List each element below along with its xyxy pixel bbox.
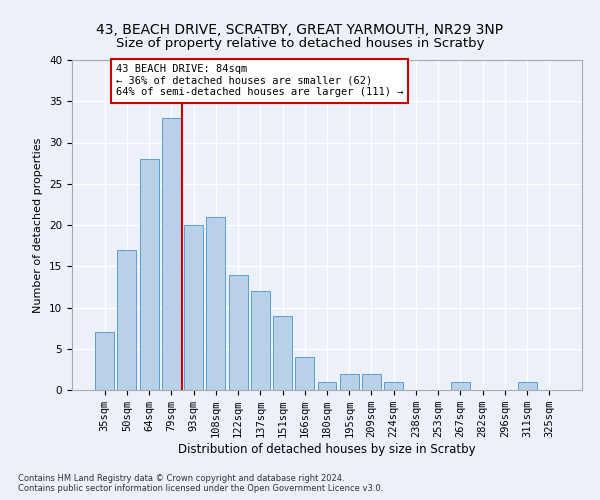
Bar	[273, 316, 292, 390]
Bar	[317, 382, 337, 390]
Bar	[118, 250, 136, 390]
Bar	[229, 274, 248, 390]
Bar	[451, 382, 470, 390]
Text: 43 BEACH DRIVE: 84sqm
← 36% of detached houses are smaller (62)
64% of semi-deta: 43 BEACH DRIVE: 84sqm ← 36% of detached …	[116, 64, 403, 98]
Bar	[206, 217, 225, 390]
Text: Size of property relative to detached houses in Scratby: Size of property relative to detached ho…	[116, 38, 484, 51]
Bar	[384, 382, 403, 390]
Text: Contains public sector information licensed under the Open Government Licence v3: Contains public sector information licen…	[18, 484, 383, 493]
Bar	[518, 382, 536, 390]
Bar	[295, 357, 314, 390]
Bar	[140, 159, 158, 390]
Bar	[362, 374, 381, 390]
Bar	[340, 374, 359, 390]
Text: Contains HM Land Registry data © Crown copyright and database right 2024.: Contains HM Land Registry data © Crown c…	[18, 474, 344, 483]
Bar	[162, 118, 181, 390]
Bar	[251, 291, 270, 390]
Bar	[95, 332, 114, 390]
Y-axis label: Number of detached properties: Number of detached properties	[34, 138, 43, 312]
Bar	[184, 225, 203, 390]
Text: 43, BEACH DRIVE, SCRATBY, GREAT YARMOUTH, NR29 3NP: 43, BEACH DRIVE, SCRATBY, GREAT YARMOUTH…	[97, 22, 503, 36]
X-axis label: Distribution of detached houses by size in Scratby: Distribution of detached houses by size …	[178, 443, 476, 456]
